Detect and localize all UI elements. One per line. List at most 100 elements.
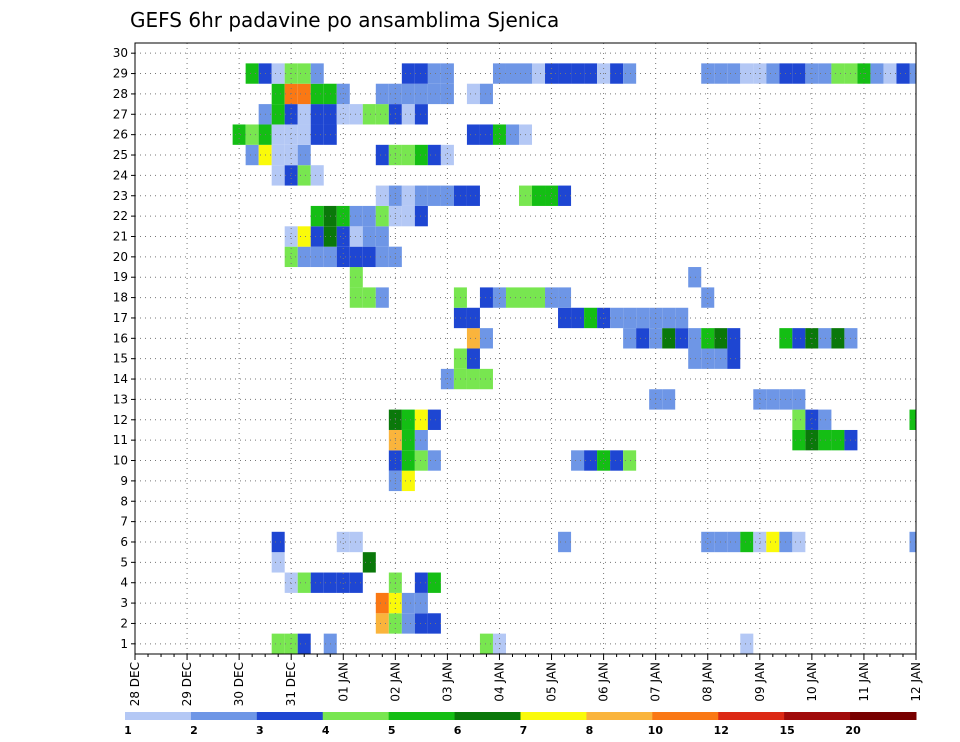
heatmap-cell [336, 104, 350, 125]
x-tick-label: 07 JAN [649, 662, 663, 702]
heatmap-cell [245, 144, 259, 166]
heatmap-cell [310, 246, 324, 268]
chart-title: GEFS 6hr padavine po ansamblima Sjenica [130, 8, 559, 32]
colorbar-tick-label: 20 [845, 724, 861, 737]
y-tick-label: 23 [113, 189, 128, 203]
heatmap-cell [297, 104, 311, 125]
heatmap-cell [349, 287, 363, 308]
heatmap-cell [636, 307, 650, 329]
heatmap-cell [401, 83, 415, 105]
y-tick-label: 10 [113, 454, 128, 468]
heatmap-cell [688, 267, 702, 288]
colorbar-swatch [652, 712, 719, 720]
x-tick-label: 28 DEC [128, 662, 142, 706]
heatmap-cell [310, 63, 324, 84]
y-tick-label: 11 [113, 433, 128, 447]
heatmap-cell [532, 185, 546, 206]
colorbar-tick-label: 7 [520, 724, 528, 737]
heatmap-cell [271, 83, 285, 105]
heatmap-cell [466, 368, 480, 390]
heatmap-cell [414, 409, 428, 430]
y-tick-label: 2 [120, 616, 128, 630]
x-tick-label: 31 DEC [284, 662, 298, 706]
colorbar-tick-label: 12 [714, 724, 729, 737]
x-tick-label: 10 JAN [805, 662, 819, 702]
heatmap-cell [427, 409, 441, 430]
heatmap-cell [401, 63, 415, 84]
y-tick-label: 14 [113, 372, 128, 386]
heatmap-cell [792, 328, 806, 349]
x-tick-label: 30 DEC [232, 662, 246, 706]
heatmap-cell [297, 246, 311, 268]
y-tick-label: 7 [120, 515, 128, 529]
heatmap-cell [401, 409, 415, 430]
heatmap-cell [766, 389, 780, 410]
heatmap-cell [232, 124, 246, 145]
colorbar-tick-label: 2 [190, 724, 198, 737]
heatmap-cell [792, 63, 806, 84]
heatmap-cell [427, 83, 441, 105]
heatmap-cell [636, 328, 650, 349]
heatmap-cell [792, 531, 806, 553]
y-tick-label: 1 [120, 637, 128, 651]
heatmap-cell [831, 328, 845, 349]
heatmap-cell [479, 124, 493, 145]
heatmap-cell [284, 124, 298, 145]
heatmap-cell [375, 226, 389, 247]
heatmap-cell [401, 205, 415, 227]
heatmap-cell [362, 226, 376, 247]
heatmap-cell [740, 63, 754, 84]
y-tick-label: 6 [120, 535, 128, 549]
heatmap-cell [414, 63, 428, 84]
colorbar-tick-label: 3 [256, 724, 264, 737]
heatmap-cell [271, 531, 285, 553]
y-tick-label: 19 [113, 270, 128, 284]
heatmap-cell [532, 63, 546, 84]
y-tick-label: 15 [113, 352, 128, 366]
heatmap-cell [310, 226, 324, 247]
heatmap-cell [623, 450, 637, 471]
heatmap-cell [766, 63, 780, 84]
heatmap-cell [701, 531, 715, 553]
heatmap-cell [662, 389, 676, 410]
x-axis: 28 DEC 29 DEC 30 DEC 31 DEC 01 JAN 02 JAN 03 J… [128, 654, 923, 706]
heatmap-cell [571, 450, 585, 471]
heatmap-cell [597, 450, 611, 471]
heatmap-cell [479, 287, 493, 308]
heatmap-cell [909, 531, 916, 553]
y-tick-label: 21 [113, 229, 128, 243]
heatmap-cell [558, 63, 572, 84]
y-tick-label: 30 [113, 46, 128, 60]
heatmap-cell [466, 348, 480, 369]
heatmap-cell [375, 613, 389, 634]
heatmap-cell [297, 63, 311, 84]
heatmap-cell [545, 185, 559, 206]
heatmap-cell [271, 63, 285, 84]
heatmap-cell [297, 144, 311, 166]
heatmap-cell [349, 205, 363, 227]
heatmap-cell [558, 287, 572, 308]
heatmap-cell [818, 328, 832, 349]
heatmap-cell [284, 104, 298, 125]
x-tick-label: 29 DEC [180, 662, 194, 706]
colorbar-swatch [256, 712, 324, 720]
colorbar-tick-label: 8 [586, 724, 594, 737]
heatmap-cell [349, 226, 363, 247]
heatmap-cell [362, 552, 376, 573]
y-tick-label: 29 [113, 67, 128, 81]
heatmap-cell [505, 124, 519, 145]
heatmap-cell [818, 409, 832, 430]
colorbar-swatch [388, 712, 456, 720]
y-tick-label: 4 [120, 576, 128, 590]
heatmap-cell [401, 185, 415, 206]
heatmap-cell [727, 63, 741, 84]
heatmap-cell [297, 83, 311, 105]
x-tick-label: 01 JAN [336, 662, 350, 702]
heatmap-cell [492, 287, 506, 308]
colorbar-swatch [520, 712, 587, 720]
heatmap-cell [349, 246, 363, 268]
y-tick-label: 22 [113, 209, 128, 223]
heatmap-cell [623, 328, 637, 349]
colorbar-tick-label: 1 [124, 724, 132, 737]
heatmap-cell [336, 205, 350, 227]
